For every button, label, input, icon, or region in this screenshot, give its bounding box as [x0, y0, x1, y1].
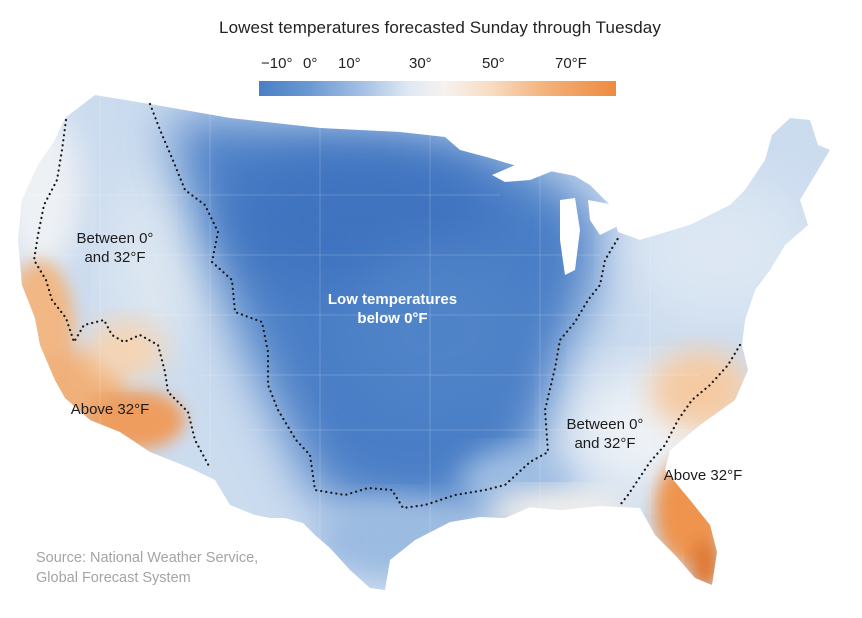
- label-east-above: Above 32°F: [663, 467, 743, 484]
- map-title: Lowest temperatures forecasted Sunday th…: [219, 18, 661, 37]
- legend-color-scale: [259, 81, 616, 96]
- lake-michigan: [560, 198, 580, 275]
- lake-huron: [588, 200, 620, 235]
- label-cold-core: Low temperatures below 0°F: [327, 291, 458, 327]
- legend-tick-30: 30°: [409, 55, 432, 72]
- label-east-between: Between 0° and 32°F: [566, 416, 644, 452]
- label-west-between: Between 0° and 32°F: [76, 230, 154, 266]
- label-west-above: Above 32°F: [70, 401, 150, 418]
- cold-core-0f-isoline: [148, 102, 622, 510]
- west-32f-isoline: [32, 118, 212, 470]
- lake-superior: [492, 163, 555, 182]
- legend-tick-50: 50°: [482, 55, 505, 72]
- legend-tick-10: 10°: [338, 55, 361, 72]
- legend-tick-minus10: −10°: [261, 55, 293, 72]
- legend-tick-0: 0°: [303, 55, 318, 72]
- legend-tick-70: 70°F: [555, 55, 587, 72]
- temperature-field: [18, 95, 830, 590]
- source-note: Source: National Weather Service, Global…: [36, 550, 259, 586]
- southeast-32f-isoline: [618, 343, 742, 507]
